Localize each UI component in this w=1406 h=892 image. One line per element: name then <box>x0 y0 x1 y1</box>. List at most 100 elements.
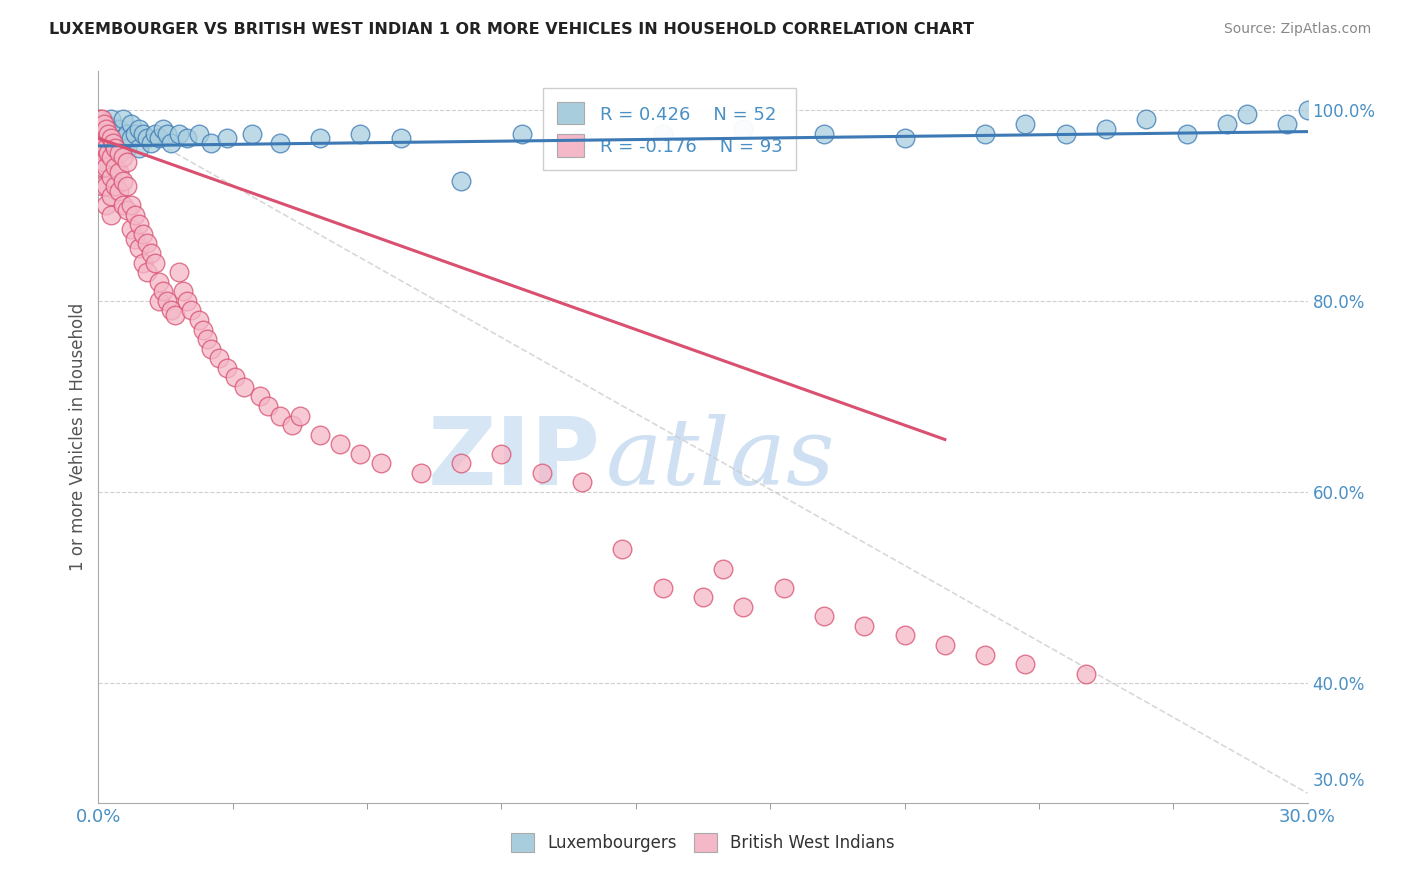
Point <box>143 255 166 269</box>
Point <box>409 466 432 480</box>
Point <box>224 370 246 384</box>
Point <box>167 127 190 141</box>
Point <box>450 174 472 188</box>
Point <box>651 127 673 141</box>
Text: LUXEMBOURGER VS BRITISH WEST INDIAN 1 OR MORE VEHICLES IN HOUSEHOLD CORRELATION : LUXEMBOURGER VS BRITISH WEST INDIAN 1 OR… <box>49 22 974 37</box>
Point <box>733 121 755 136</box>
Point <box>120 131 142 145</box>
Point <box>1296 103 1319 117</box>
Point <box>309 131 332 145</box>
Y-axis label: 1 or more Vehicles in Household: 1 or more Vehicles in Household <box>69 303 87 571</box>
Point <box>180 303 202 318</box>
Legend: Luxembourgers, British West Indians: Luxembourgers, British West Indians <box>502 824 904 860</box>
Point <box>934 638 956 652</box>
Point <box>115 141 138 155</box>
Point <box>1074 666 1097 681</box>
Point <box>111 112 134 127</box>
Point <box>103 141 125 155</box>
Point <box>349 127 371 141</box>
Point <box>107 136 129 150</box>
Point <box>974 127 997 141</box>
Point <box>152 285 174 299</box>
Point <box>89 131 111 145</box>
Point <box>571 131 593 145</box>
Point <box>91 179 114 194</box>
Point <box>193 322 215 336</box>
Point <box>1216 117 1239 131</box>
Point <box>91 112 114 127</box>
Point <box>103 160 125 174</box>
Point <box>188 127 211 141</box>
Point <box>491 447 513 461</box>
Point <box>111 198 134 212</box>
Point <box>156 293 179 308</box>
Point <box>143 127 166 141</box>
Point <box>200 342 222 356</box>
Point <box>89 150 111 164</box>
Point <box>974 648 997 662</box>
Point <box>370 456 392 470</box>
Point <box>91 127 114 141</box>
Point <box>100 131 122 145</box>
Point <box>188 313 211 327</box>
Point <box>120 117 142 131</box>
Point <box>269 136 291 150</box>
Point <box>1175 127 1198 141</box>
Point <box>115 127 138 141</box>
Point <box>612 542 634 557</box>
Point <box>96 179 118 194</box>
Point <box>269 409 291 423</box>
Point <box>100 112 122 127</box>
Text: ZIP: ZIP <box>427 413 600 505</box>
Point <box>103 141 125 155</box>
Point <box>93 136 115 150</box>
Point <box>450 456 472 470</box>
Point <box>135 265 157 279</box>
Point <box>128 241 150 255</box>
Point <box>510 127 533 141</box>
Point <box>1277 117 1299 131</box>
Point <box>813 609 835 624</box>
Point <box>100 169 122 184</box>
Point <box>132 127 155 141</box>
Point <box>1095 121 1118 136</box>
Point <box>132 255 155 269</box>
Point <box>217 360 239 375</box>
Point <box>651 581 673 595</box>
Point <box>148 275 170 289</box>
Point <box>96 160 118 174</box>
Point <box>96 121 118 136</box>
Point <box>148 131 170 145</box>
Point <box>128 121 150 136</box>
Point <box>893 628 915 642</box>
Point <box>176 293 198 308</box>
Point <box>1135 112 1157 127</box>
Point <box>132 227 155 241</box>
Point <box>733 599 755 614</box>
Point <box>107 121 129 136</box>
Point <box>103 179 125 194</box>
Point <box>97 127 120 141</box>
Point <box>139 136 162 150</box>
Point <box>288 409 311 423</box>
Point <box>139 246 162 260</box>
Point <box>160 303 183 318</box>
Point <box>93 155 115 169</box>
Point <box>111 131 134 145</box>
Point <box>893 131 915 145</box>
Point <box>163 308 186 322</box>
Point <box>530 466 553 480</box>
Point <box>711 561 734 575</box>
Point <box>93 117 115 131</box>
Point <box>115 179 138 194</box>
Point <box>195 332 218 346</box>
Point <box>91 160 114 174</box>
Point <box>111 150 134 164</box>
Point <box>172 285 194 299</box>
Point <box>156 127 179 141</box>
Point <box>111 174 134 188</box>
Point <box>813 127 835 141</box>
Text: Source: ZipAtlas.com: Source: ZipAtlas.com <box>1223 22 1371 37</box>
Point <box>772 581 794 595</box>
Point <box>96 141 118 155</box>
